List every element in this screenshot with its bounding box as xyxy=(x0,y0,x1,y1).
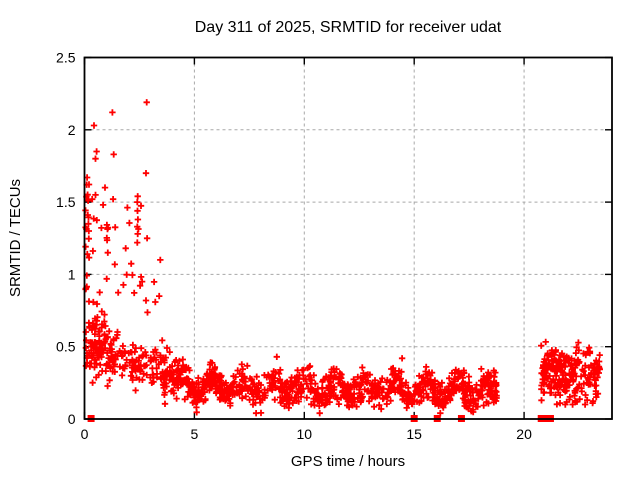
svg-text:15: 15 xyxy=(406,426,422,442)
svg-text:1.5: 1.5 xyxy=(56,194,76,210)
x-axis-label: GPS time / hours xyxy=(290,453,406,470)
x-tick-labels: 0 5 10 15 20 xyxy=(81,426,532,442)
scatter-points xyxy=(82,99,603,417)
svg-text:1: 1 xyxy=(68,266,76,282)
y-tick-labels: 0 0.5 1 1.5 2 2.5 xyxy=(56,50,76,428)
svg-text:10: 10 xyxy=(297,426,313,442)
svg-text:20: 20 xyxy=(516,426,532,442)
svg-text:0.5: 0.5 xyxy=(56,339,76,355)
plot-border xyxy=(83,56,613,420)
grid-lines xyxy=(84,57,612,419)
chart-title: Day 311 of 2025, SRMTID for receiver uda… xyxy=(194,19,502,36)
svg-text:0: 0 xyxy=(68,411,76,427)
svg-text:2.5: 2.5 xyxy=(56,50,76,66)
svg-text:2: 2 xyxy=(68,122,76,138)
svg-text:5: 5 xyxy=(190,426,198,442)
svg-text:0: 0 xyxy=(81,426,89,442)
